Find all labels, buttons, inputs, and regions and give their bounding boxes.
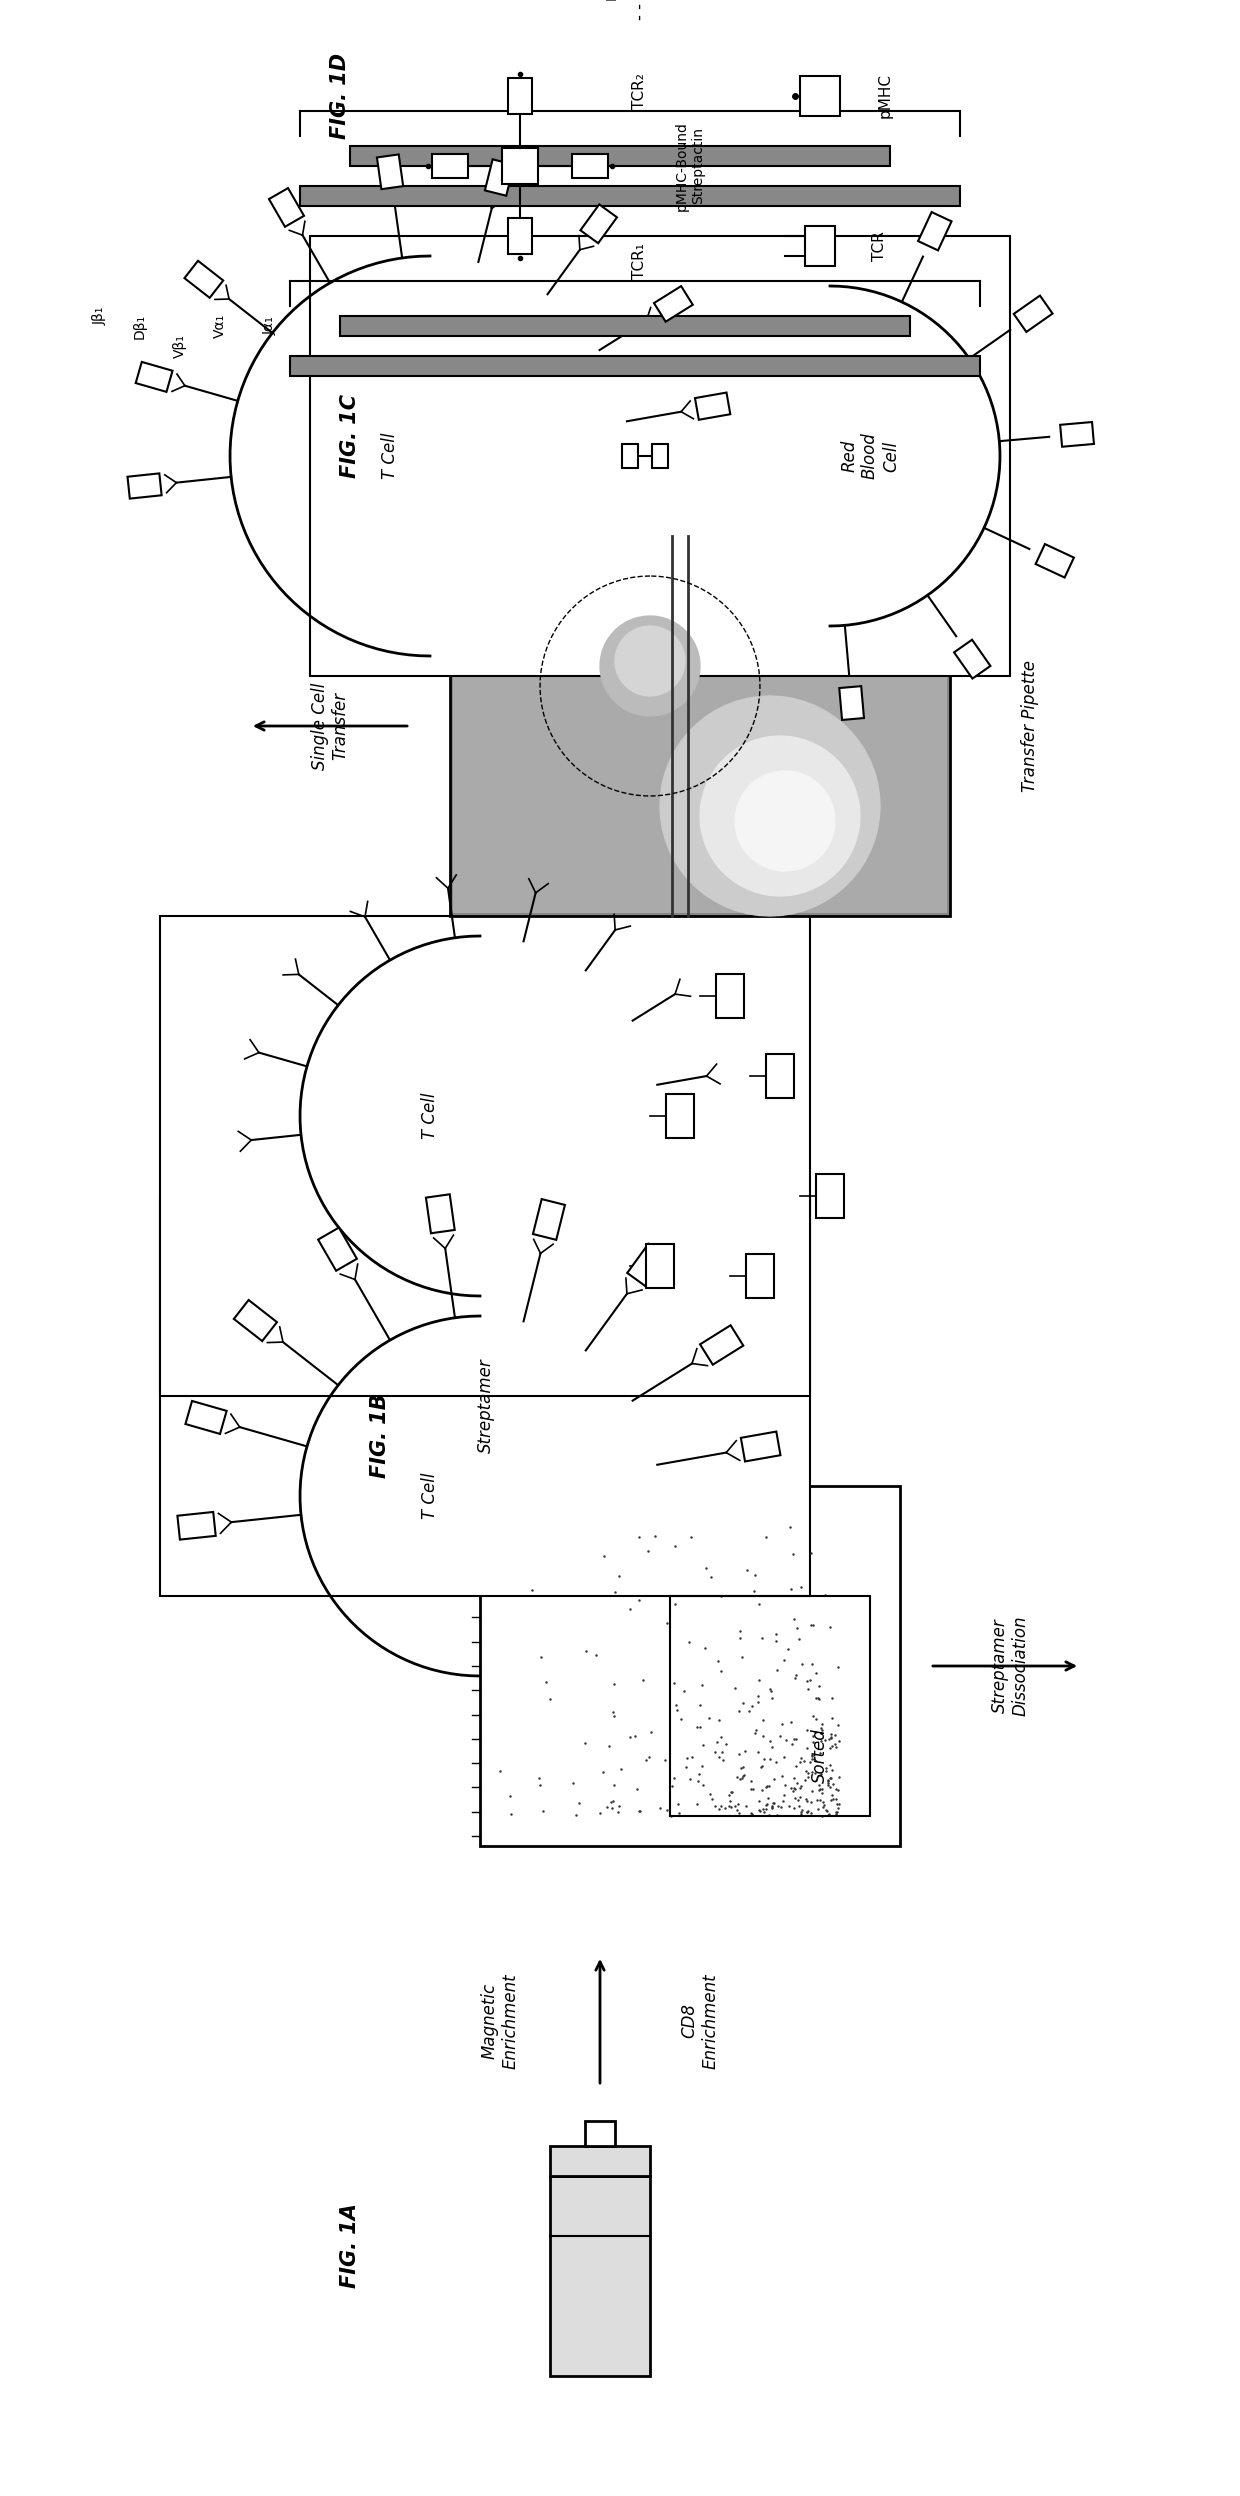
Polygon shape [701, 1325, 743, 1365]
Bar [585, 2122, 615, 2147]
Bar [746, 1253, 774, 1298]
Text: FIG. 1B: FIG. 1B [370, 1393, 391, 1478]
Bar [551, 2147, 650, 2177]
Text: Transfer Pipette: Transfer Pipette [1021, 659, 1039, 791]
Polygon shape [600, 617, 699, 716]
Polygon shape [653, 287, 693, 322]
Text: Jα₁: Jα₁ [263, 317, 277, 334]
Bar [480, 1485, 900, 1847]
Polygon shape [177, 1513, 216, 1540]
Polygon shape [701, 736, 861, 896]
Text: Streptamer: Streptamer [477, 1358, 495, 1453]
Polygon shape [533, 1198, 565, 1241]
Polygon shape [1035, 544, 1074, 577]
Bar [290, 357, 980, 377]
Polygon shape [580, 205, 618, 242]
Bar [453, 539, 947, 914]
Text: Dβ₁: Dβ₁ [133, 314, 148, 339]
Bar [450, 537, 950, 916]
Polygon shape [694, 392, 730, 419]
Polygon shape [615, 626, 684, 696]
Polygon shape [740, 1433, 780, 1463]
Polygon shape [186, 1400, 227, 1433]
Text: FIG. 1A: FIG. 1A [340, 2204, 360, 2289]
Text: Streptamer
Dissociation: Streptamer Dissociation [991, 1615, 1029, 1717]
Text: Magnetic
Enrichment: Magnetic Enrichment [481, 1974, 520, 2069]
Polygon shape [432, 155, 467, 177]
Polygon shape [572, 155, 608, 177]
Text: TCR: TCR [873, 232, 888, 262]
Bar [622, 444, 639, 469]
Bar [350, 145, 890, 167]
Polygon shape [660, 696, 880, 916]
Bar [816, 1173, 844, 1218]
Bar [670, 1595, 870, 1817]
Polygon shape [234, 1300, 277, 1340]
Text: T Cell: T Cell [422, 1473, 439, 1520]
Bar [160, 916, 810, 1395]
Polygon shape [508, 77, 532, 115]
Polygon shape [377, 155, 403, 190]
Text: Jβ₁: Jβ₁ [93, 307, 107, 324]
Bar [300, 187, 960, 207]
Polygon shape [135, 362, 172, 392]
Bar [310, 237, 1011, 676]
Polygon shape [185, 260, 223, 297]
Bar [715, 973, 744, 1018]
Text: pMHC-Bound
Streptactin: pMHC-Bound Streptactin [675, 122, 706, 212]
Bar [340, 317, 910, 337]
Bar [666, 1093, 694, 1138]
Text: TCR₁: TCR₁ [632, 242, 647, 280]
Text: CD8
Enrichment: CD8 Enrichment [681, 1974, 719, 2069]
Polygon shape [1014, 295, 1053, 332]
Bar [766, 1053, 794, 1098]
Text: Sorted: Sorted [811, 1730, 830, 1782]
Polygon shape [319, 1228, 357, 1270]
Text: - - -: - - - [631, 0, 649, 20]
Polygon shape [1060, 422, 1094, 447]
Polygon shape [485, 160, 513, 195]
Polygon shape [918, 212, 951, 250]
Bar [652, 444, 668, 469]
Bar [800, 75, 839, 115]
Text: FIG. 1D: FIG. 1D [330, 52, 350, 140]
Text: Vα₁: Vα₁ [213, 314, 227, 337]
Bar [502, 147, 538, 185]
Text: Red
Blood
Cell: Red Blood Cell [841, 432, 900, 479]
Bar [646, 1243, 675, 1288]
Text: Vβ₁: Vβ₁ [174, 334, 187, 357]
Polygon shape [954, 639, 991, 679]
Text: T Cell: T Cell [381, 432, 399, 479]
Polygon shape [839, 686, 864, 719]
Text: TCR₂: TCR₂ [632, 72, 647, 110]
Polygon shape [269, 187, 304, 227]
Polygon shape [508, 217, 532, 255]
Bar [160, 1196, 810, 1595]
Polygon shape [735, 771, 835, 871]
Polygon shape [427, 1193, 455, 1233]
Text: Single Cell
Transfer: Single Cell Transfer [310, 681, 350, 769]
Bar [805, 227, 835, 267]
Bar [551, 2177, 650, 2376]
Text: T Cell: T Cell [422, 1093, 439, 1138]
Polygon shape [627, 1243, 668, 1288]
Polygon shape [128, 474, 161, 499]
Text: FIG. 1C: FIG. 1C [340, 394, 360, 479]
Text: pMHC: pMHC [878, 72, 893, 117]
